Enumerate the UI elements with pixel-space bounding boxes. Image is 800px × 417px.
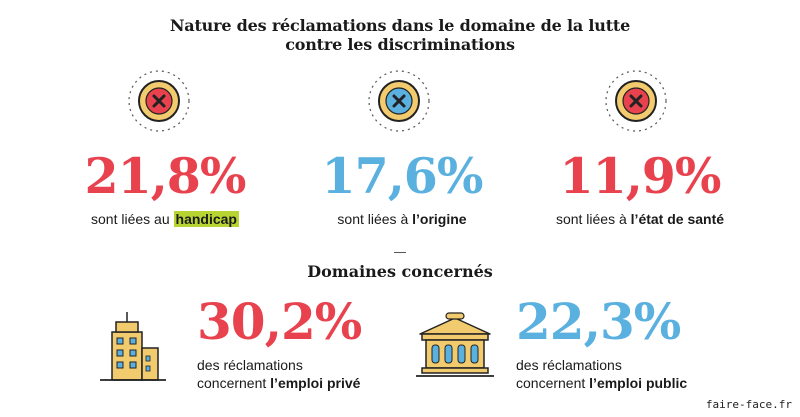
stat-origine-caption: sont liées à l’origine bbox=[282, 210, 522, 228]
domain-emploi-prive-caption: des réclamations concernent l’emploi pri… bbox=[197, 356, 457, 392]
domain-emploi-public-value: 22,3% bbox=[516, 292, 681, 351]
cross-blue-icon bbox=[364, 66, 434, 136]
chart-title-line-1: Nature des réclamations dans le domaine … bbox=[169, 16, 631, 35]
caption-line-2: concernent l’emploi public bbox=[516, 374, 776, 392]
divider bbox=[394, 252, 406, 253]
stat-etat-de-sante: 11,9% sont liées à l’état de santé bbox=[520, 150, 760, 228]
chart-title: Nature des réclamations dans le domaine … bbox=[0, 16, 800, 54]
caption-prefix: concernent bbox=[197, 375, 271, 391]
caption-prefix: concernent bbox=[516, 375, 590, 391]
caption-bold-handicap: handicap bbox=[173, 211, 239, 227]
domain-emploi-public: 22,3% des réclamations concernent l’empl… bbox=[516, 296, 776, 392]
stat-handicap: 21,8% sont liées au handicap bbox=[45, 150, 285, 228]
caption-bold-emploi-prive: l’emploi privé bbox=[270, 375, 361, 391]
caption-bold-etat-de-sante: l’état de santé bbox=[630, 211, 725, 227]
stat-handicap-value: 21,8% bbox=[84, 147, 247, 205]
caption-prefix: sont liées à bbox=[555, 211, 631, 227]
caption-line-1: des réclamations bbox=[516, 357, 622, 373]
stat-handicap-caption: sont liées au handicap bbox=[45, 210, 285, 228]
domain-emploi-prive-value: 30,2% bbox=[197, 292, 362, 351]
office-building-icon bbox=[98, 308, 168, 384]
chart-title-line-2: contre les discriminations bbox=[285, 35, 515, 54]
source-footer: faire-face.fr bbox=[705, 398, 792, 411]
public-building-icon bbox=[414, 312, 496, 380]
section-subtitle: Domaines concernés bbox=[307, 262, 493, 281]
stat-origine: 17,6% sont liées à l’origine bbox=[282, 150, 522, 228]
caption-bold-origine: l’origine bbox=[412, 211, 467, 227]
domain-emploi-public-caption: des réclamations concernent l’emploi pub… bbox=[516, 356, 776, 392]
domain-emploi-prive: 30,2% des réclamations concernent l’empl… bbox=[197, 296, 457, 392]
caption-line-1: des réclamations bbox=[197, 357, 303, 373]
cross-red-icon bbox=[124, 66, 194, 136]
stat-etat-de-sante-value: 11,9% bbox=[559, 147, 722, 205]
caption-prefix: sont liées au bbox=[91, 211, 174, 227]
caption-bold-emploi-public: l’emploi public bbox=[589, 375, 688, 391]
stat-etat-de-sante-caption: sont liées à l’état de santé bbox=[520, 210, 760, 228]
caption-prefix: sont liées à bbox=[337, 211, 413, 227]
cross-red-icon bbox=[601, 66, 671, 136]
caption-line-2: concernent l’emploi privé bbox=[197, 374, 457, 392]
stat-origine-value: 17,6% bbox=[321, 147, 484, 205]
